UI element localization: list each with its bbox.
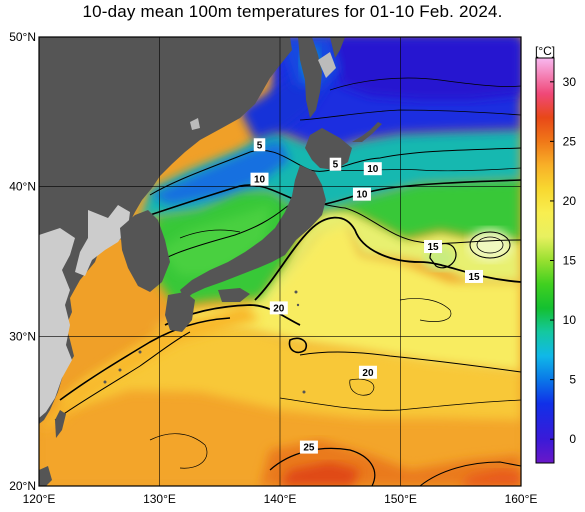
lat-tick-label: 20°N [9,479,36,493]
lon-tick-label: 160°E [505,492,538,506]
contour-label-box [358,365,377,379]
contour-label: 20 [273,303,285,314]
colorbar-tick-label: 30 [563,75,577,89]
map-frame [38,36,522,487]
colorbar-ticks: 30 25 20 15 10 5 0 [550,75,576,446]
contour-label: 10 [254,175,266,186]
landmass [39,37,382,486]
colorbar-tick-label: 10 [563,313,577,327]
colorbar-unit-label: [°C] [535,44,555,58]
lon-tick-label: 150°E [384,492,417,506]
lon-tick-label: 120°E [23,492,56,506]
contour-labels: 5 5 10 10 10 15 15 20 20 25 [250,138,484,454]
contour-label: 10 [367,164,379,175]
contour-label-box [465,269,484,283]
contour-label: 20 [362,368,374,379]
contour-label: 10 [356,190,368,201]
contour-label: 15 [427,242,439,253]
contour-label: 15 [468,272,480,283]
contour-label: 5 [333,160,339,171]
colorbar-tick-label: 25 [563,134,577,148]
contour-label-box [329,157,342,171]
contour-label-box [299,440,318,454]
axis-labels: 120°E 130°E 140°E 150°E 160°E 50°N 40°N 30°N 20°… [9,30,537,506]
map-plot-area: 5 5 10 10 10 15 15 20 20 25 [39,37,521,486]
contour-label-box [253,138,266,152]
contour-label: 5 [257,140,263,151]
lat-tick-label: 50°N [9,30,36,44]
lon-tick-label: 130°E [143,492,176,506]
colorbar-tick-label: 15 [563,254,577,268]
contour-label-box [269,301,288,315]
colorbar-tick-label: 20 [563,194,577,208]
lat-tick-label: 30°N [9,329,36,343]
lon-tick-label: 140°E [264,492,297,506]
colorbar-tick-label: 5 [569,373,576,387]
colorbar-tick-label: 0 [569,432,576,446]
contour-label-box [250,172,269,186]
graticule [39,37,521,486]
contour-label-box [424,240,443,254]
contour-label-box [363,162,382,176]
contour-label-box [352,187,371,201]
contour-label: 25 [303,443,315,454]
lat-tick-label: 40°N [9,180,36,194]
colorbar: [°C] 30 25 20 15 10 5 0 [535,44,576,464]
map-title: 10-day mean 100m temperatures for 01-10 … [82,2,503,21]
